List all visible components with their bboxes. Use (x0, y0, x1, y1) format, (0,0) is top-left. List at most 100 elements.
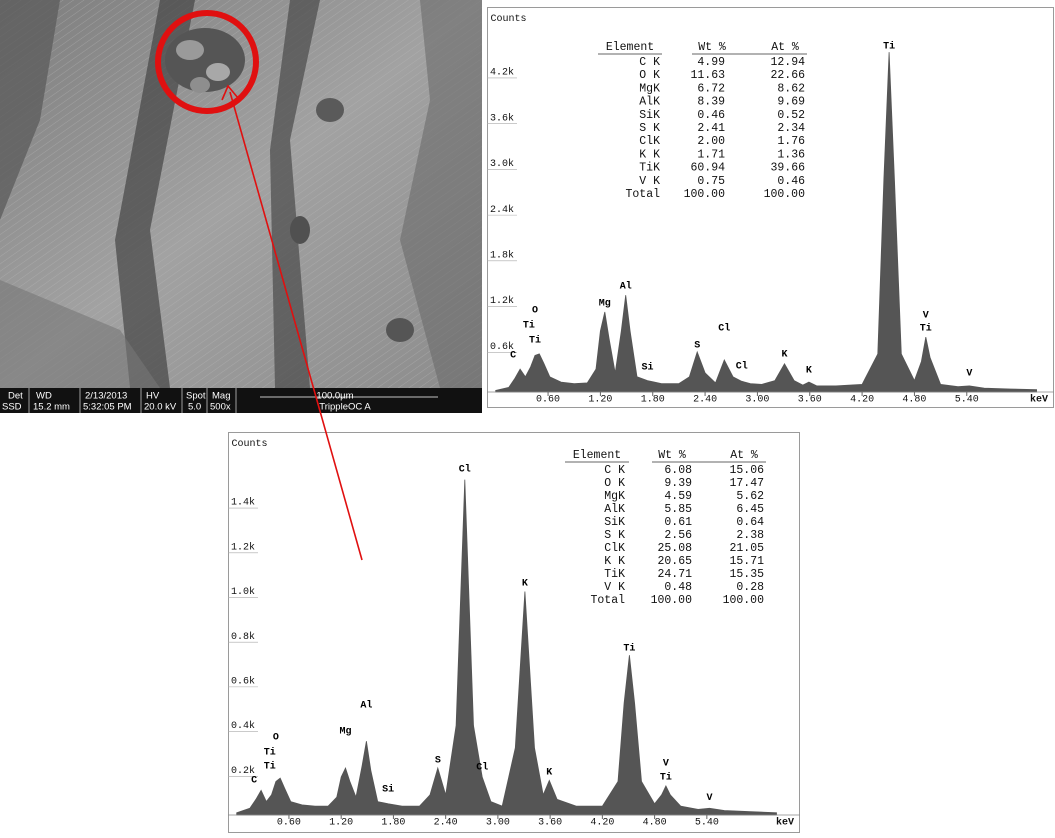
table-cell: TiK (639, 162, 660, 175)
y-tick-label: 1.2k (490, 295, 514, 307)
x-tick-label: 3.60 (538, 818, 562, 829)
table-cell: MgK (639, 82, 660, 95)
table-cell: Total (625, 188, 660, 201)
peak-label: Ti (623, 643, 635, 655)
peak-label: S (694, 341, 700, 352)
table-cell: AlK (604, 503, 625, 516)
info-label: Det (8, 391, 23, 402)
peak-label: Si (641, 361, 653, 373)
table-cell: AlK (639, 96, 660, 109)
table-cell: SiK (604, 516, 625, 529)
x-tick-label: 2.40 (434, 818, 458, 829)
table-header: Wt % (658, 449, 686, 462)
peak-label: Ti (523, 320, 535, 332)
info-value: SSD (2, 402, 22, 413)
table-cell: 1.36 (777, 148, 805, 161)
table-cell: 2.38 (736, 529, 764, 542)
pointer-arrow (221, 84, 363, 561)
table-cell: 0.75 (697, 175, 725, 188)
peak-label: K (546, 768, 552, 779)
table-cell: C K (639, 56, 660, 69)
peak-label: Cl (476, 762, 488, 774)
info-value: 15.2 mm (33, 402, 70, 413)
eds-spectrum: Counts keV 0.60 1.20 1.80 2.40 3.00 3.60 4.20 4.8… (487, 7, 1054, 408)
info-value: 500x (210, 402, 231, 413)
y-tick-label: 3.0k (490, 158, 514, 170)
table-cell: ClK (639, 135, 660, 148)
peak-label: Ti (529, 335, 541, 347)
table-cell: 0.46 (697, 109, 725, 122)
peak-label: O (273, 732, 279, 743)
x-tick-label: 2.40 (693, 395, 717, 406)
peak-label: V (663, 759, 669, 770)
table-cell: 15.06 (729, 464, 764, 477)
y-tick-label: 2.4k (490, 204, 514, 216)
table-cell: 9.39 (664, 477, 692, 490)
x-tick-label: 4.80 (902, 395, 926, 406)
peak-label: Mg (340, 727, 352, 738)
y-tick-label: 0.4k (231, 720, 255, 732)
table-cell: S K (639, 122, 660, 135)
peak-label: Al (360, 700, 372, 712)
table-cell: 1.71 (697, 148, 725, 161)
table-cell: 6.72 (697, 82, 725, 95)
table-cell: 100.00 (651, 594, 693, 607)
spectrum-area (236, 479, 777, 816)
table-cell: C K (604, 464, 625, 477)
table-cell: 100.00 (723, 594, 765, 607)
table-cell: 5.62 (736, 490, 764, 503)
table-cell: 4.99 (697, 56, 725, 69)
info-label: HV (146, 391, 160, 402)
table-cell: TiK (604, 568, 625, 581)
x-tick-label: 3.60 (798, 395, 822, 406)
x-axis-label: keV (776, 817, 794, 829)
table-cell: SiK (639, 109, 660, 122)
x-tick-label: 4.20 (590, 818, 614, 829)
table-cell: 100.00 (764, 188, 806, 201)
x-tick-label: 1.20 (329, 818, 353, 829)
table-cell: 1.76 (777, 135, 805, 148)
info-label: 2/13/2013 (85, 391, 127, 402)
peak-label: Ti (264, 761, 276, 773)
table-cell: K K (604, 555, 625, 568)
spectrum-area (495, 52, 1037, 393)
info-label: WD (36, 391, 52, 402)
table-header: At % (771, 41, 799, 54)
peak-label: Cl (736, 361, 748, 373)
peak-label: Si (382, 784, 394, 796)
table-cell: 39.66 (770, 162, 805, 175)
info-value: 20.0 kV (144, 402, 177, 413)
x-tick-label: 4.80 (643, 818, 667, 829)
element-table: Element Wt % At % C K 4.99 12.94 O K 11.63 22.66… (598, 41, 807, 201)
element-table: Element Wt % At % C K 6.08 15.06 O K 9.39 17.47 M… (565, 449, 766, 607)
table-header: Element (606, 41, 654, 54)
table-cell: 20.65 (657, 555, 692, 568)
table-cell: 5.85 (664, 503, 692, 516)
table-cell: 15.71 (729, 555, 764, 568)
x-tick-label: 1.80 (641, 395, 665, 406)
x-tick-label: 3.00 (745, 395, 769, 406)
table-header: At % (730, 449, 758, 462)
y-tick-label: 3.6k (490, 112, 514, 124)
table-cell: 2.56 (664, 529, 692, 542)
sem-image (0, 0, 482, 388)
table-cell: O K (639, 69, 660, 82)
table-cell: 15.35 (729, 568, 764, 581)
peak-label: Ti (264, 747, 276, 759)
peak-label: Ti (920, 323, 932, 335)
table-cell: 100.00 (684, 188, 726, 201)
peak-label: O (532, 306, 538, 317)
table-cell: 21.05 (729, 542, 764, 555)
sem-info-bar: Det WD 2/13/2013 HV Spot Mag 100.0µm SSD 15.2 mm… (0, 388, 482, 413)
y-axis-label: Counts (232, 439, 268, 450)
x-tick-label: 5.40 (695, 818, 719, 829)
table-cell: 0.28 (736, 581, 764, 594)
table-cell: V K (639, 175, 660, 188)
info-value: 5:32:05 PM (83, 402, 132, 413)
x-tick-label: 1.80 (381, 818, 405, 829)
y-tick-label: 0.2k (231, 765, 255, 777)
table-cell: 2.41 (697, 122, 725, 135)
peak-label: S (435, 756, 441, 767)
table-cell: K K (639, 148, 660, 161)
